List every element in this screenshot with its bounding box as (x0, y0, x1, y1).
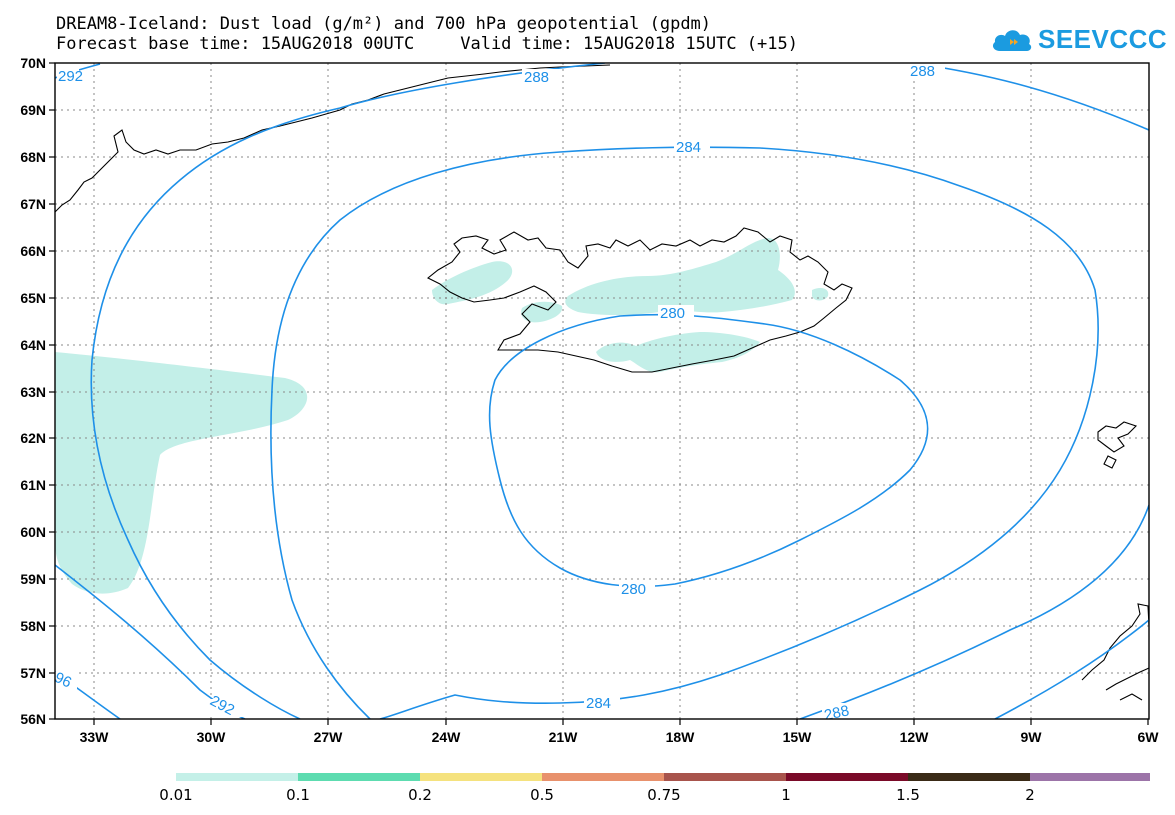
contour-label: 96 (52, 669, 74, 691)
contour-labels: 292 288 288 284 280 280 284 288 292 96 (52, 63, 945, 724)
colorbar-segment (176, 773, 298, 781)
colorbar-label: 2 (1025, 786, 1035, 804)
graticule (55, 63, 1149, 719)
lon-label: 6W (1138, 729, 1160, 745)
dust-iceland-east (812, 288, 829, 301)
forecast-times: Forecast base time: 15AUG2018 00UTC Valid… (56, 35, 798, 54)
dust-iceland-north (565, 238, 795, 315)
contour-288-northeast (911, 63, 1149, 131)
tick-marks (49, 62, 1149, 725)
dust-load-areas (55, 238, 829, 594)
contour-284 (270, 146, 1099, 719)
lat-label: 65N (20, 290, 46, 306)
lat-label: 59N (20, 571, 46, 587)
dust-plume-west (55, 352, 308, 594)
lat-label: 66N (20, 243, 46, 259)
contour-label: 288 (823, 702, 851, 724)
lat-label: 64N (20, 337, 46, 353)
contour-label: 288 (910, 63, 935, 80)
iceland-coast (426, 227, 853, 373)
colorbar-segment (420, 773, 542, 781)
lat-label: 57N (20, 665, 46, 681)
lat-label: 70N (20, 55, 46, 71)
colorbar-segment (542, 773, 664, 781)
map-title: DREAM8-Iceland: Dust load (g/m²) and 700… (56, 14, 712, 34)
contour-label: 280 (660, 305, 685, 322)
lon-label: 9W (1021, 729, 1043, 745)
colorbar-segment (298, 773, 420, 781)
lat-label: 58N (20, 618, 46, 634)
lat-label: 56N (20, 711, 46, 727)
colorbar-label: 0.01 (159, 786, 193, 804)
scotland-coast (1081, 603, 1149, 701)
latitude-labels: 70N 69N 68N 67N 66N 65N 64N 63N 62N 61N … (20, 55, 46, 727)
colorbar-label: 0.75 (647, 786, 681, 804)
contour-label: 284 (676, 139, 701, 156)
colorbar-segment (664, 773, 786, 781)
lon-label: 27W (314, 729, 344, 745)
forecast-base-time: Forecast base time: 15AUG2018 00UTC (56, 34, 415, 54)
lat-label: 67N (20, 196, 46, 212)
contour-label: 280 (621, 581, 646, 598)
coastlines (55, 64, 1149, 701)
plot-frame (54, 62, 1150, 720)
greenland-coast (55, 64, 611, 213)
lat-label: 61N (20, 477, 46, 493)
contour-288-outer (90, 63, 606, 719)
faroe-coast (1097, 421, 1138, 469)
valid-time: Valid time: 15AUG2018 15UTC (+15) (460, 34, 798, 54)
colorbar-segment (786, 773, 908, 781)
lon-label: 18W (666, 729, 696, 745)
longitude-labels: 33W 30W 27W 24W 21W 18W 15W 12W 9W 6W (80, 729, 1160, 745)
lat-label: 63N (20, 384, 46, 400)
lon-label: 21W (549, 729, 579, 745)
dust-iceland-south (596, 332, 760, 373)
colorbar (176, 773, 1150, 781)
lon-label: 12W (900, 729, 930, 745)
lat-label: 69N (20, 102, 46, 118)
seevccc-logo: SEEVCCC (990, 22, 1167, 56)
lon-label: 15W (783, 729, 813, 745)
dust-iceland-west (521, 301, 563, 323)
contour-label: 292 (58, 68, 83, 85)
lon-label: 24W (432, 729, 462, 745)
contour-label: 288 (524, 69, 549, 86)
colorbar-segment (908, 773, 1030, 781)
lon-label: 30W (197, 729, 227, 745)
colorbar-label: 1.5 (896, 786, 920, 804)
lat-label: 60N (20, 524, 46, 540)
contour-288-southeast (799, 504, 1149, 719)
contour-label: 284 (586, 695, 611, 712)
colorbar-label: 1 (781, 786, 791, 804)
lon-label: 33W (80, 729, 110, 745)
logo-text: SEEVCCC (1038, 23, 1168, 54)
contour-292-southeast (994, 619, 1149, 719)
cloud-icon (992, 30, 1032, 51)
colorbar-label: 0.1 (286, 786, 310, 804)
colorbar-label: 0.5 (530, 786, 554, 804)
lat-label: 68N (20, 149, 46, 165)
lat-label: 62N (20, 430, 46, 446)
colorbar-label: 0.2 (408, 786, 432, 804)
colorbar-segment (1030, 773, 1150, 781)
